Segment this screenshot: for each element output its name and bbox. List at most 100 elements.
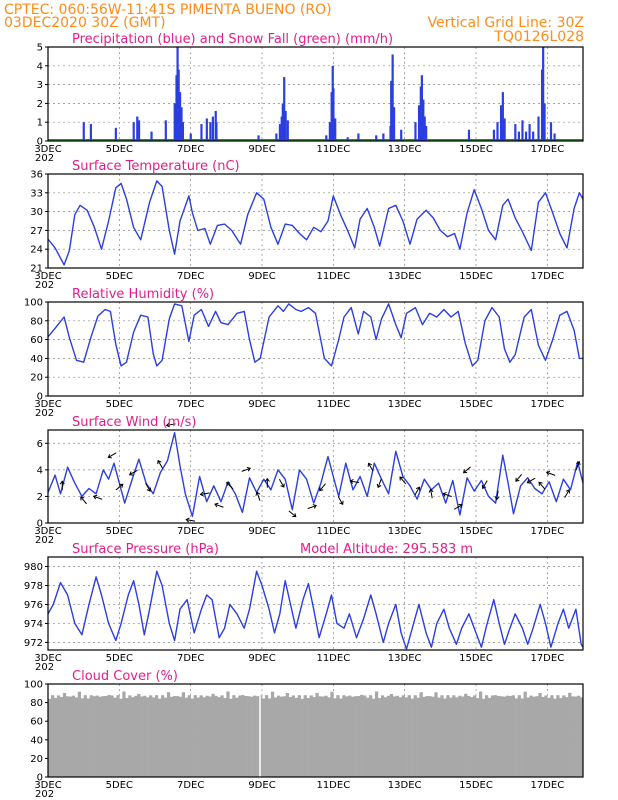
x-tick-label: 3DEC: [34, 399, 61, 410]
cloud-bar: [110, 695, 114, 777]
cloud-bar: [143, 695, 147, 777]
x-year-label: 202: [35, 789, 54, 800]
cloud-bar: [413, 695, 417, 777]
wind-arrow: [575, 460, 581, 471]
cloud-bar: [473, 695, 477, 777]
wind-arrow-head: [214, 502, 219, 508]
precip-bar: [286, 120, 289, 141]
wind-arrow-shaft: [368, 463, 374, 472]
panel-title: Surface Wind (m/s): [72, 415, 196, 430]
precip-bar: [467, 129, 471, 141]
wind-arrow-shaft: [538, 482, 546, 490]
cloud-bar: [247, 696, 251, 777]
cloud-bar: [493, 695, 498, 777]
cloud-bar: [398, 697, 402, 777]
cloud-bar: [505, 695, 509, 777]
wind-arrow-head: [312, 504, 317, 509]
y-tick-label: 24: [30, 245, 43, 256]
precip-bar: [543, 103, 546, 141]
cloud-bar: [464, 693, 468, 777]
panel-annotation: Model Altitude: 295.583 m: [300, 542, 473, 557]
wind-arrow: [115, 483, 124, 491]
wind-arrow: [367, 462, 374, 472]
wind-arrow: [307, 504, 317, 510]
wind-arrow: [454, 503, 463, 510]
precip-bar: [375, 135, 378, 141]
wind-arrow-head: [128, 471, 134, 476]
precip-bar: [136, 116, 139, 141]
precip-bar: [382, 133, 385, 141]
cloud-bar: [288, 696, 293, 777]
x-tick-label: 17DEC: [530, 144, 564, 155]
wind-arrow-shaft: [377, 478, 382, 488]
cloud-bar: [149, 695, 153, 777]
wind-arrow-head: [565, 489, 571, 494]
cloud-bar: [297, 695, 301, 777]
cloud-bar: [86, 698, 90, 777]
wind-arrow: [199, 491, 210, 497]
panel-title: Surface Pressure (hPa): [72, 542, 219, 557]
cloud-bar: [437, 697, 441, 777]
cloud-bar: [282, 696, 287, 777]
panel-4: [45, 556, 584, 651]
cloud-bar: [95, 695, 99, 777]
wind-arrow-shaft: [256, 492, 261, 501]
cloud-bar: [517, 695, 521, 777]
wind-arrow-shaft: [430, 489, 433, 499]
x-tick-label: 9DEC: [248, 526, 275, 537]
precip-bar: [492, 129, 496, 141]
cloud-bar: [220, 695, 224, 777]
y-tick-label: 4: [37, 61, 43, 72]
precip-bar: [275, 133, 278, 141]
cloud-bar: [520, 698, 524, 777]
precip-bar: [181, 122, 185, 141]
x-tick-label: 3DEC: [34, 271, 61, 282]
wind-arrow-head: [146, 487, 151, 492]
panel-title: Precipitation (blue) and Snow Fall (gree…: [72, 32, 393, 47]
wind-arrow-shaft: [443, 493, 452, 498]
wind-arrow-head: [428, 488, 434, 493]
cloud-bar: [59, 697, 64, 777]
panel-0: [45, 46, 584, 142]
cloud-bar: [306, 697, 310, 777]
panel-2: [45, 301, 584, 397]
precip-bar: [501, 92, 504, 141]
precip-bar: [391, 54, 394, 141]
x-tick-label: 9DEC: [248, 780, 275, 791]
cloud-bar: [574, 696, 578, 777]
cloud-bar: [490, 695, 495, 777]
wind-arrow: [255, 491, 261, 501]
precip-bar: [499, 105, 503, 141]
wind-arrow: [128, 469, 138, 476]
wind-arrow-head: [481, 484, 487, 490]
precip-bar: [425, 125, 428, 141]
cloud-bar: [348, 695, 352, 777]
cloud-bar: [140, 696, 144, 777]
cloud-bar: [241, 695, 245, 777]
wind-arrow-shaft: [226, 482, 234, 490]
series-line: [47, 570, 584, 650]
wind-arrow-head: [107, 454, 112, 459]
panel-5: [45, 683, 584, 778]
precip-bar: [257, 135, 260, 141]
wind-arrow: [337, 496, 344, 506]
cloud-bar: [244, 695, 248, 777]
cloud-bar: [374, 691, 379, 777]
wind-arrow: [278, 479, 285, 488]
cloud-bar: [62, 692, 67, 777]
cloud-bar: [104, 696, 108, 777]
precip-bar: [496, 122, 499, 141]
wind-arrow-head: [246, 466, 251, 472]
cloud-bar: [68, 696, 73, 777]
wind-arrow: [494, 490, 500, 501]
cloud-bar: [538, 693, 542, 777]
wind-arrow-head: [415, 486, 421, 491]
x-tick-label: 11DEC: [316, 144, 350, 155]
cloud-bar: [565, 697, 569, 777]
wind-arrow-head: [376, 483, 382, 489]
x-tick-label: 13DEC: [388, 526, 422, 537]
panel-1: [45, 173, 584, 269]
precip-bar: [537, 116, 540, 141]
precip-bar: [346, 137, 349, 141]
cloud-bar: [184, 697, 188, 777]
